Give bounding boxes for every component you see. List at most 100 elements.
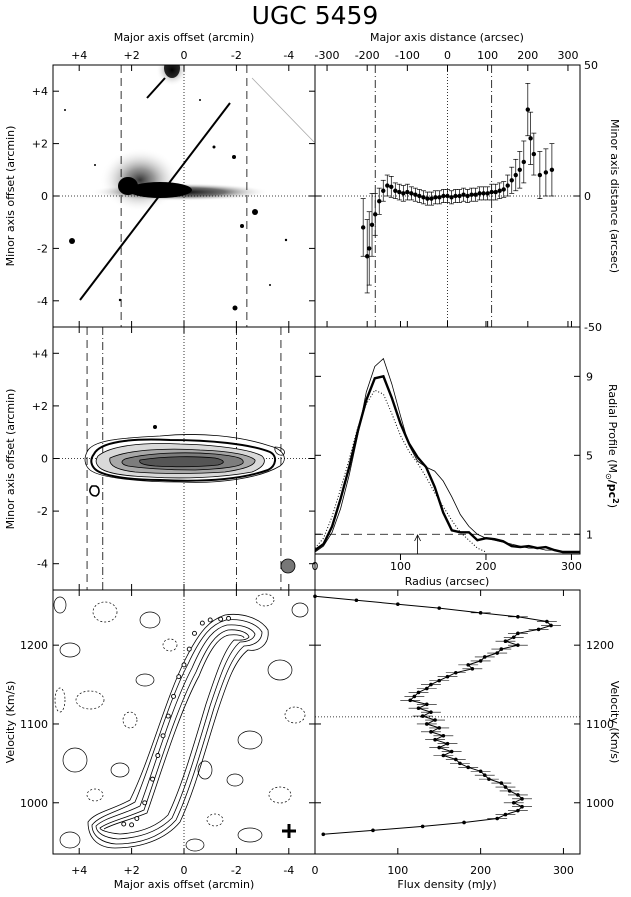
minor-axis-point [469, 192, 474, 197]
global-profile-point [433, 737, 437, 742]
global-profile-point [487, 777, 491, 781]
pv-y-tick-label: 1000 [20, 797, 48, 810]
minor-axis-point [501, 187, 506, 192]
minor-axis-point [481, 191, 486, 196]
minor-axis-point [445, 193, 450, 199]
hi-map-y-tick-label: -4 [37, 558, 48, 571]
minor-axis-point [497, 188, 502, 193]
pv-panel: +4 +2 0 -2 -4 1200 1100 1000 Major axis offset … [4, 589, 316, 891]
global-profile-point [429, 682, 433, 687]
minor-axis-point [373, 212, 378, 217]
minor-axis-x-tick-label: -100 [395, 49, 420, 62]
pv-y-tick-label: 1100 [20, 718, 48, 731]
global-profile-point [420, 714, 425, 718]
radial-profile-series-thick [315, 374, 580, 554]
minor-axis-point [509, 178, 514, 183]
global-profile-point [429, 710, 433, 714]
global-profile-frame [314, 589, 581, 855]
minor-axis-point [513, 172, 518, 178]
optical-axes: +4 +2 0 -2 -4 +4 +2 0 -2 -4 [32, 49, 315, 327]
hi-map-y-tick-label: +4 [32, 347, 48, 360]
global-profile-point [516, 631, 520, 636]
global-profile-point [478, 611, 483, 615]
global-profile-point [416, 690, 421, 695]
minor-axis-point [405, 189, 410, 195]
radial-profile-series-thin [315, 357, 580, 553]
global-profile-point [437, 606, 442, 610]
radial-profile-x-tick-label: 300 [561, 560, 582, 573]
minor-axis-point [364, 254, 370, 259]
radial-profile-ylabel: Radial Profile (M⊙/pc2) [604, 384, 620, 508]
minor-axis-point [453, 193, 458, 199]
minor-axis-y-tick-label: 0 [584, 190, 591, 203]
minor-axis-point [531, 151, 537, 157]
radial-profile-x-tick-label: 0 [312, 560, 319, 573]
pv-rotation-point [142, 800, 148, 806]
minor-axis-point [441, 193, 446, 199]
global-profile-point [453, 670, 458, 675]
global-profile-point [503, 639, 508, 644]
global-profile-point [511, 800, 516, 805]
pv-y-tick-label: 1200 [20, 639, 48, 652]
minor-axis-point [465, 193, 470, 199]
minor-axis-top-xlabel: Major axis distance (arcsec) [370, 31, 524, 44]
minor-axis-point [381, 188, 386, 193]
radial-profile-y-tick-label: 9 [586, 370, 593, 383]
global-profile-point [536, 627, 541, 632]
minor-axis-x-tick-label: -200 [355, 49, 380, 62]
global-profile-point [441, 753, 446, 758]
global-profile-x-tick-label: 100 [387, 864, 408, 877]
optical-x-tick-label: -2 [231, 49, 242, 62]
minor-axis-x-tick-label: 200 [517, 49, 538, 62]
radial-profile-ylabel-sup: 2 [611, 498, 620, 504]
global-profile-point [453, 757, 458, 762]
radial-profile-arrow-head [414, 534, 421, 542]
global-profile-y-tick-label: 1100 [586, 718, 614, 731]
pv-rotation-point [226, 615, 231, 621]
global-profile-point [371, 828, 375, 833]
pv-x-tick-label: -2 [231, 864, 242, 877]
minor-axis-point [537, 172, 543, 178]
minor-axis-point [389, 184, 394, 190]
minor-axis-point [473, 192, 478, 197]
minor-axis-point [485, 191, 490, 196]
optical-x-tick-label: -4 [283, 49, 294, 62]
global-profile-point [433, 718, 437, 722]
minor-axis-point [477, 191, 482, 196]
pv-rotation-point [218, 616, 224, 622]
global-profile-point [520, 804, 524, 809]
minor-axis-point [437, 195, 442, 200]
minor-axis-point [409, 191, 414, 196]
global-profile-point [495, 816, 499, 821]
global-profile-point [482, 655, 487, 659]
pv-contours [53, 593, 309, 852]
radial-profile-axes: 0 100 200 300 1 5 9 [312, 321, 593, 573]
radial-profile-ylabel-sub: ⊙ [604, 473, 613, 480]
hi-map-panel: +4 +2 0 -2 -4 Minor axis offset (arcmin) [4, 326, 316, 591]
minor-axis-point [489, 189, 494, 195]
pv-ylabel: Velocity (Km/s) [4, 681, 17, 764]
minor-axis-point [367, 246, 372, 251]
minor-axis-point [413, 192, 418, 197]
radial-profile-y-tick-label: 5 [586, 449, 593, 462]
minor-axis-point [461, 192, 466, 197]
minor-axis-point [549, 167, 555, 172]
optical-x-tick-label: +2 [123, 49, 139, 62]
optical-y-tick-label: -4 [37, 295, 48, 308]
global-profile-point [466, 663, 471, 667]
global-profile-x-tick-label: 300 [553, 864, 574, 877]
minor-axis-point [528, 136, 533, 141]
minor-axis-point [360, 225, 366, 230]
global-profile-point [408, 698, 413, 703]
global-profile-point [549, 623, 553, 628]
pv-rotation-point [134, 816, 140, 821]
global-profile-point [511, 635, 516, 640]
global-profile-y-tick-label: 1200 [586, 639, 614, 652]
minor-axis-point [517, 167, 522, 172]
radial-profile-ylabel-tail: /pc [606, 480, 619, 498]
minor-axis-point [521, 159, 526, 165]
global-profile-point [499, 647, 504, 651]
minor-axis-axes: -300 -200 -100 0 100 200 300 50 0 -50 [315, 49, 602, 334]
global-profile-point [516, 808, 520, 813]
minor-axis-point [397, 189, 402, 195]
